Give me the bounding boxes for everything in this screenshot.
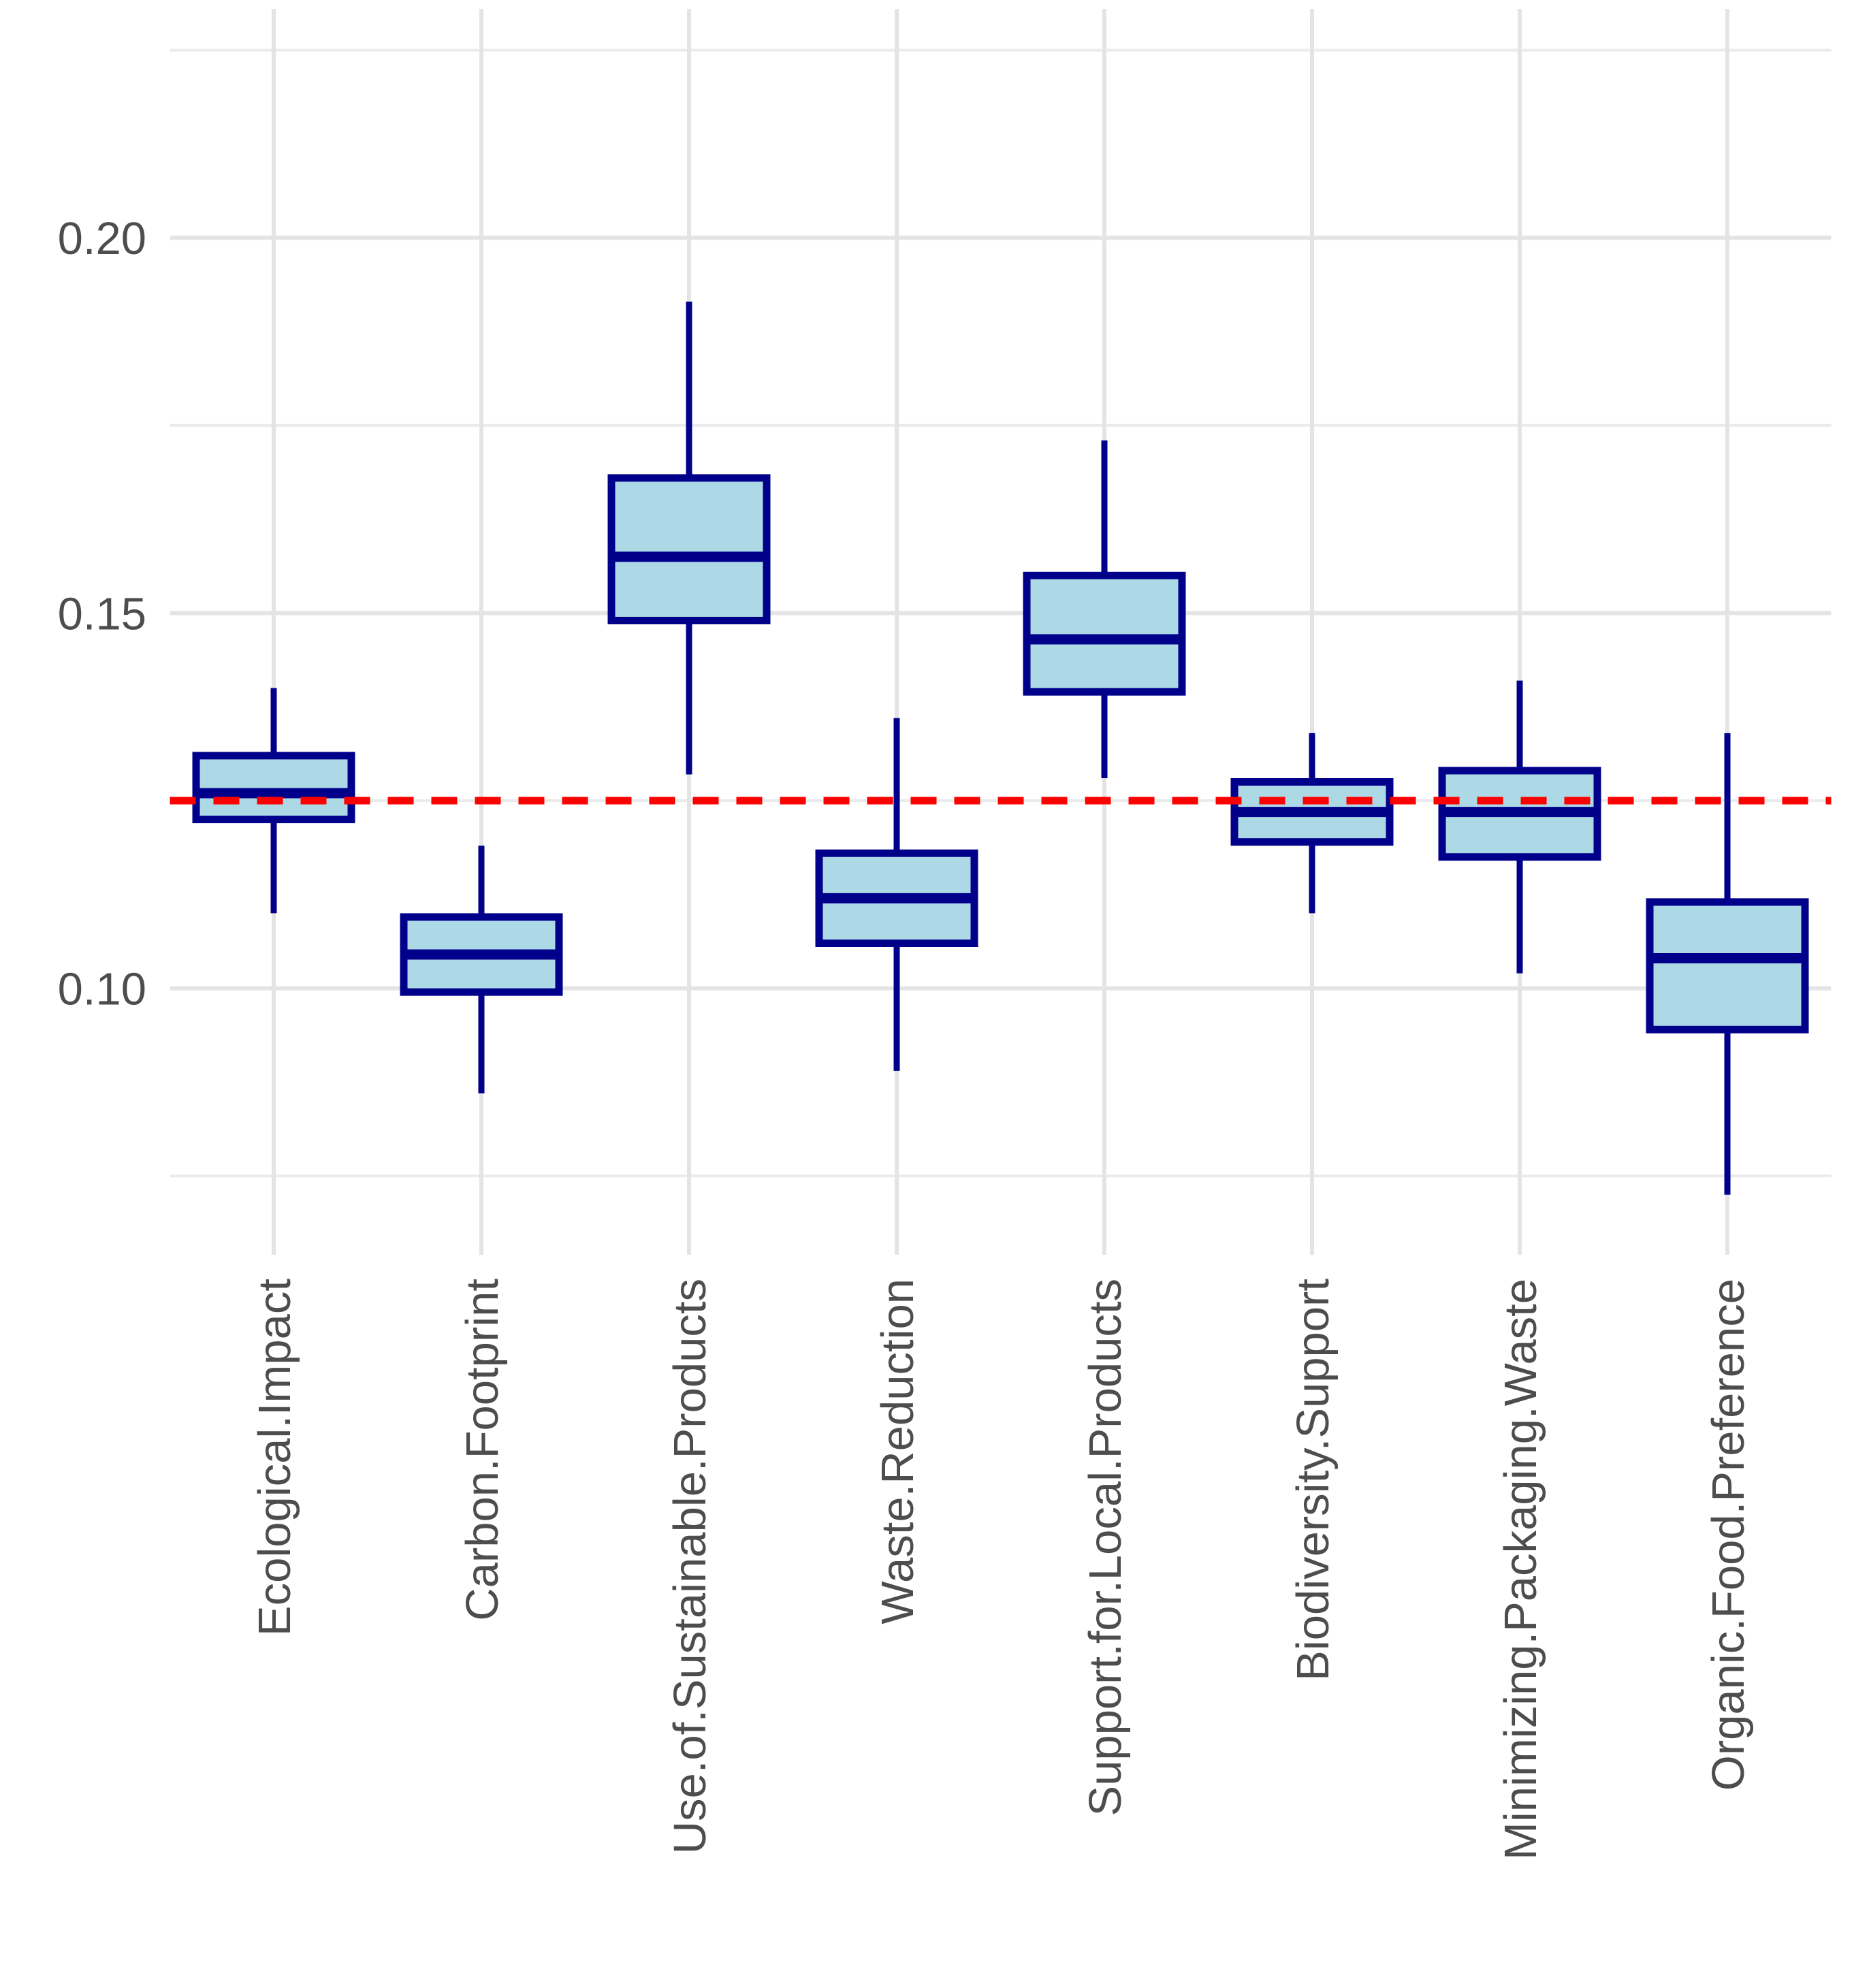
box-rect — [607, 474, 771, 624]
x-category-label: Carbon.Footprint — [457, 1279, 508, 1621]
box-group-use-of-sustainable-products — [607, 301, 771, 775]
box-rect — [1023, 571, 1186, 696]
x-category-label: Biodiversity.Support — [1288, 1279, 1339, 1681]
box-group-minimizing-packaging-waste — [1438, 680, 1601, 974]
x-category-label: Organic.Food.Preference — [1703, 1279, 1754, 1791]
box-rect — [192, 752, 355, 824]
x-category-label: Minimizing.Packaging.Waste — [1495, 1279, 1546, 1860]
x-category-label: Ecological.Impact — [249, 1279, 300, 1636]
box-rect — [1646, 898, 1809, 1033]
x-category-label: Support.for.Local.Products — [1080, 1279, 1131, 1816]
x-category-label: Use.of.Sustainable.Products — [665, 1279, 716, 1854]
box-group-ecological-impact — [192, 688, 355, 914]
y-tick-label: 0.20 — [58, 213, 146, 264]
box-group-waste-reduction — [815, 718, 978, 1071]
x-category-label: Waste.Reduction — [872, 1279, 923, 1624]
box-group-support-for-local-products — [1023, 440, 1186, 778]
y-tick-label: 0.10 — [58, 964, 146, 1015]
plot-panel — [170, 9, 1832, 1255]
y-tick-label: 0.15 — [58, 588, 146, 639]
box-group-organic-food-preference — [1646, 733, 1809, 1195]
box-group-biodiversity-support — [1230, 733, 1394, 914]
box-group-carbon-footprint — [400, 846, 563, 1093]
